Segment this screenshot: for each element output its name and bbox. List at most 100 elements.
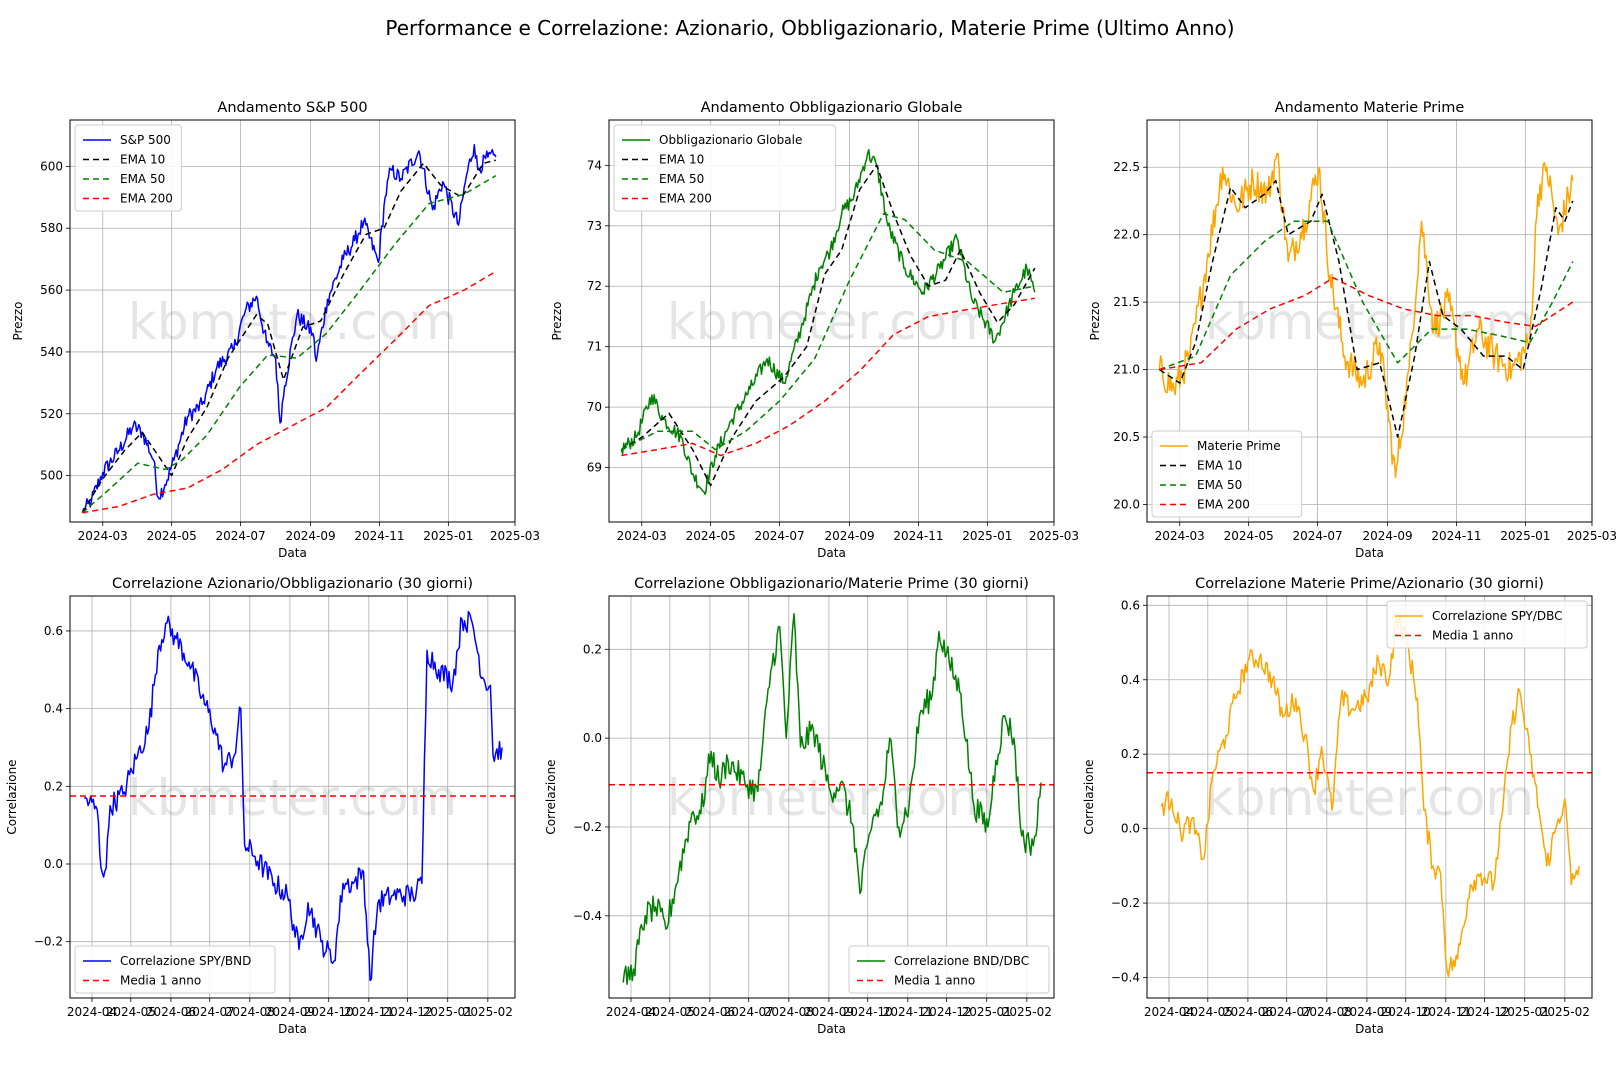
legend: Correlazione BND/DBC Media 1 anno: [848, 945, 1050, 994]
legend-label: Correlazione SPY/BND: [120, 954, 251, 968]
legend-label: Materie Prime: [1197, 439, 1281, 453]
x-tick-label: 2024-04: [67, 1005, 117, 1019]
y-tick-label: 600: [40, 159, 63, 173]
x-axis-label: Data: [278, 546, 307, 560]
legend-label: EMA 50: [1197, 478, 1242, 492]
y-tick-label: 540: [40, 345, 63, 359]
x-tick-label: 2024-11: [1421, 1005, 1471, 1019]
x-axis-label: Data: [817, 1022, 846, 1036]
legend-box: [848, 945, 1050, 994]
legend-label: Obbligazionario Globale: [659, 133, 802, 147]
x-tick-label: 2024-07: [185, 1005, 235, 1019]
y-axis-label: Correlazione: [5, 759, 19, 834]
y-tick-label: 22.5: [1113, 160, 1140, 174]
plot-frame: [69, 595, 516, 999]
x-tick-label: 2024-05: [645, 1005, 695, 1019]
watermark-text: kbmeter.com: [1205, 769, 1534, 827]
plot-frame: [69, 119, 516, 523]
series-line-ema-50: [621, 212, 1035, 451]
y-tick-label: 21.5: [1113, 295, 1140, 309]
y-tick-label: 0.2: [1121, 747, 1140, 761]
y-axis-label: Prezzo: [1088, 301, 1102, 340]
y-tick-label: 0.0: [44, 857, 63, 871]
x-tick-label: 2024-03: [617, 529, 667, 543]
x-tick-label: 2024-11: [893, 529, 943, 543]
x-tick-label: 2024-10: [843, 1005, 893, 1019]
y-tick-label: 74: [587, 158, 602, 172]
y-tick-label: 0.2: [583, 642, 602, 656]
x-tick-label: 2024-10: [1381, 1005, 1431, 1019]
legend-label: Correlazione SPY/DBC: [1432, 609, 1563, 623]
y-tick-label: 520: [40, 407, 63, 421]
x-tick-label: 2024-05: [147, 529, 197, 543]
chart-title: Correlazione Obbligazionario/Materie Pri…: [634, 576, 1029, 592]
x-tick-label: 2024-08: [764, 1005, 814, 1019]
series-line-ema-200: [621, 297, 1035, 457]
x-tick-label: 2024-12: [922, 1005, 972, 1019]
plot-frame: [1146, 119, 1593, 523]
legend-label: EMA 200: [1197, 498, 1250, 512]
x-tick-label: 2024-11: [883, 1005, 933, 1019]
legend-box: [1386, 600, 1588, 649]
legend-label: Correlazione BND/DBC: [894, 954, 1029, 968]
x-tick-label: 2025-01: [1500, 1005, 1550, 1019]
legend-label: EMA 200: [659, 192, 712, 206]
x-tick-label: 2024-04: [1144, 1005, 1194, 1019]
series-line-ema-50: [81, 175, 497, 514]
legend-label: Media 1 anno: [894, 974, 975, 988]
x-tick-label: 2025-03: [1029, 529, 1079, 543]
y-tick-label: 0.6: [44, 624, 63, 638]
chart-panel-1: 2024-03 2024-05 2024-07 2024-09 2024-11 2025-…: [11, 100, 540, 560]
chart-panel-6: 2024-042024-052024-062024-072024-082024-…: [1082, 576, 1593, 1036]
x-axis-label: Data: [1355, 1022, 1384, 1036]
chart-panel-2: 2024-03 2024-05 2024-07 2024-09 2024-11 2025-…: [550, 100, 1079, 560]
x-tick-label: 2024-07: [724, 1005, 774, 1019]
x-tick-label: 2024-08: [1302, 1005, 1352, 1019]
x-tick-label: 2024-03: [1155, 529, 1205, 543]
legend-label: EMA 50: [120, 172, 165, 186]
chart-panel-3: 2024-03 2024-05 2024-07 2024-09 2024-11 2025-…: [1088, 100, 1617, 560]
series-line-ema-10: [1158, 179, 1574, 438]
legend-label: Media 1 anno: [120, 974, 201, 988]
x-tick-label: 2024-09: [804, 1005, 854, 1019]
watermark-text: kbmeter.com: [128, 769, 457, 827]
figure-title: Performance e Correlazione: Azionario, O…: [385, 16, 1235, 40]
legend: S&P 500 EMA 10 EMA 50 EMA 200: [74, 124, 182, 212]
legend: Correlazione SPY/DBC Media 1 anno: [1386, 600, 1588, 649]
chart-title: Andamento Materie Prime: [1275, 100, 1465, 116]
legend-box: [74, 945, 276, 994]
x-axis-label: Data: [278, 1022, 307, 1036]
y-tick-label: 72: [587, 279, 602, 293]
y-tick-label: 21.0: [1113, 363, 1140, 377]
legend-label: EMA 50: [659, 172, 704, 186]
y-tick-label: 0.4: [1121, 673, 1140, 687]
y-tick-label: 0.2: [44, 779, 63, 793]
chart-title: Andamento Obbligazionario Globale: [701, 100, 963, 116]
y-tick-label: −0.2: [1111, 896, 1140, 910]
y-tick-label: 70: [587, 400, 602, 414]
y-tick-label: 71: [587, 340, 602, 354]
series-line-ema-50: [1159, 220, 1574, 371]
series-line-correlazione-bnd-dbc: [622, 613, 1042, 985]
y-tick-label: 580: [40, 221, 63, 235]
series-line-ema-200: [1159, 277, 1574, 371]
series-line-ema-10: [81, 159, 496, 514]
y-tick-label: −0.2: [34, 935, 63, 949]
y-tick-label: 560: [40, 283, 63, 297]
x-tick-label: 2024-12: [1460, 1005, 1510, 1019]
x-tick-label: 2025-02: [1002, 1005, 1052, 1019]
x-tick-label: 2024-11: [354, 529, 404, 543]
x-tick-label: 2025-01: [423, 1005, 473, 1019]
y-tick-label: 20.0: [1113, 497, 1140, 511]
series-line-ema-200: [82, 270, 497, 514]
series-line-correlazione-spy-dbc: [1160, 614, 1580, 978]
legend-box: [613, 124, 837, 212]
legend-box: [74, 124, 182, 212]
chart-panel-5: 2024-042024-052024-062024-072024-082024-…: [544, 576, 1055, 1036]
x-tick-label: 2024-06: [685, 1005, 735, 1019]
watermark-text: kbmeter.com: [128, 293, 457, 351]
plot-frame: [608, 595, 1055, 999]
plot-frame: [1146, 595, 1593, 999]
y-tick-label: −0.4: [573, 909, 602, 923]
x-tick-label: 2024-07: [754, 529, 804, 543]
